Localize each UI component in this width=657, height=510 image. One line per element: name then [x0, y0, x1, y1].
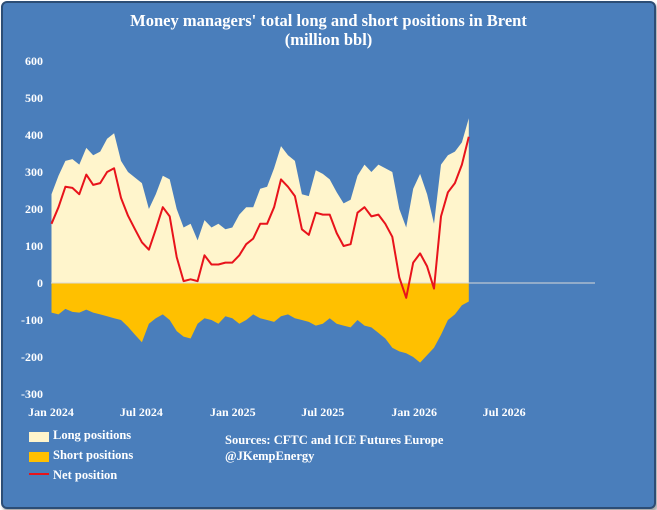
x-tick-label: Jan 2025: [210, 405, 256, 419]
x-tick-label: Jan 2026: [391, 405, 437, 419]
legend-swatch-long: [29, 432, 49, 442]
y-tick-label: 600: [25, 54, 43, 68]
x-tick-label: Jul 2024: [120, 405, 163, 419]
y-axis-ticks: 600 500 400 300 200 100 0 -100 -200 -300: [21, 54, 43, 401]
x-axis-ticks: Jan 2024 Jul 2024 Jan 2025 Jul 2025 Jan 2026…: [28, 405, 525, 419]
y-tick-label: 500: [25, 91, 43, 105]
chart-title: Money managers' total long and short pos…: [130, 11, 527, 30]
y-tick-label: 0: [37, 276, 43, 290]
x-tick-label: Jul 2026: [483, 405, 526, 419]
legend-label-net: Net position: [53, 468, 118, 482]
plot-area: 600 500 400 300 200 100 0 -100 -200 -300 Jan 2024…: [21, 54, 595, 419]
y-tick-label: -100: [21, 313, 43, 327]
legend-swatch-short: [29, 452, 49, 462]
sources-text: Sources: CFTC and ICE Futures Europe: [225, 433, 444, 447]
y-tick-label: 400: [25, 128, 43, 142]
short-positions-layer: [51, 283, 469, 363]
y-tick-label: 100: [25, 239, 43, 253]
net-position-line: [50, 136, 470, 299]
x-tick-label: Jul 2025: [301, 405, 344, 419]
handle-text: @JKempEnergy: [225, 449, 315, 463]
chart-subtitle: (million bbl): [284, 30, 373, 49]
net-position-layer: [50, 136, 470, 299]
y-tick-label: -300: [21, 387, 43, 401]
y-tick-label: -200: [21, 350, 43, 364]
short-positions-area: [51, 283, 469, 363]
y-tick-label: 300: [25, 165, 43, 179]
legend-label-short: Short positions: [53, 448, 134, 462]
legend-swatch-net: [29, 473, 49, 475]
legend-label-long: Long positions: [53, 428, 132, 442]
long-positions-layer: [51, 118, 469, 283]
y-tick-label: 200: [25, 202, 43, 216]
x-tick-label: Jan 2024: [28, 405, 74, 419]
long-positions-area: [51, 118, 469, 283]
